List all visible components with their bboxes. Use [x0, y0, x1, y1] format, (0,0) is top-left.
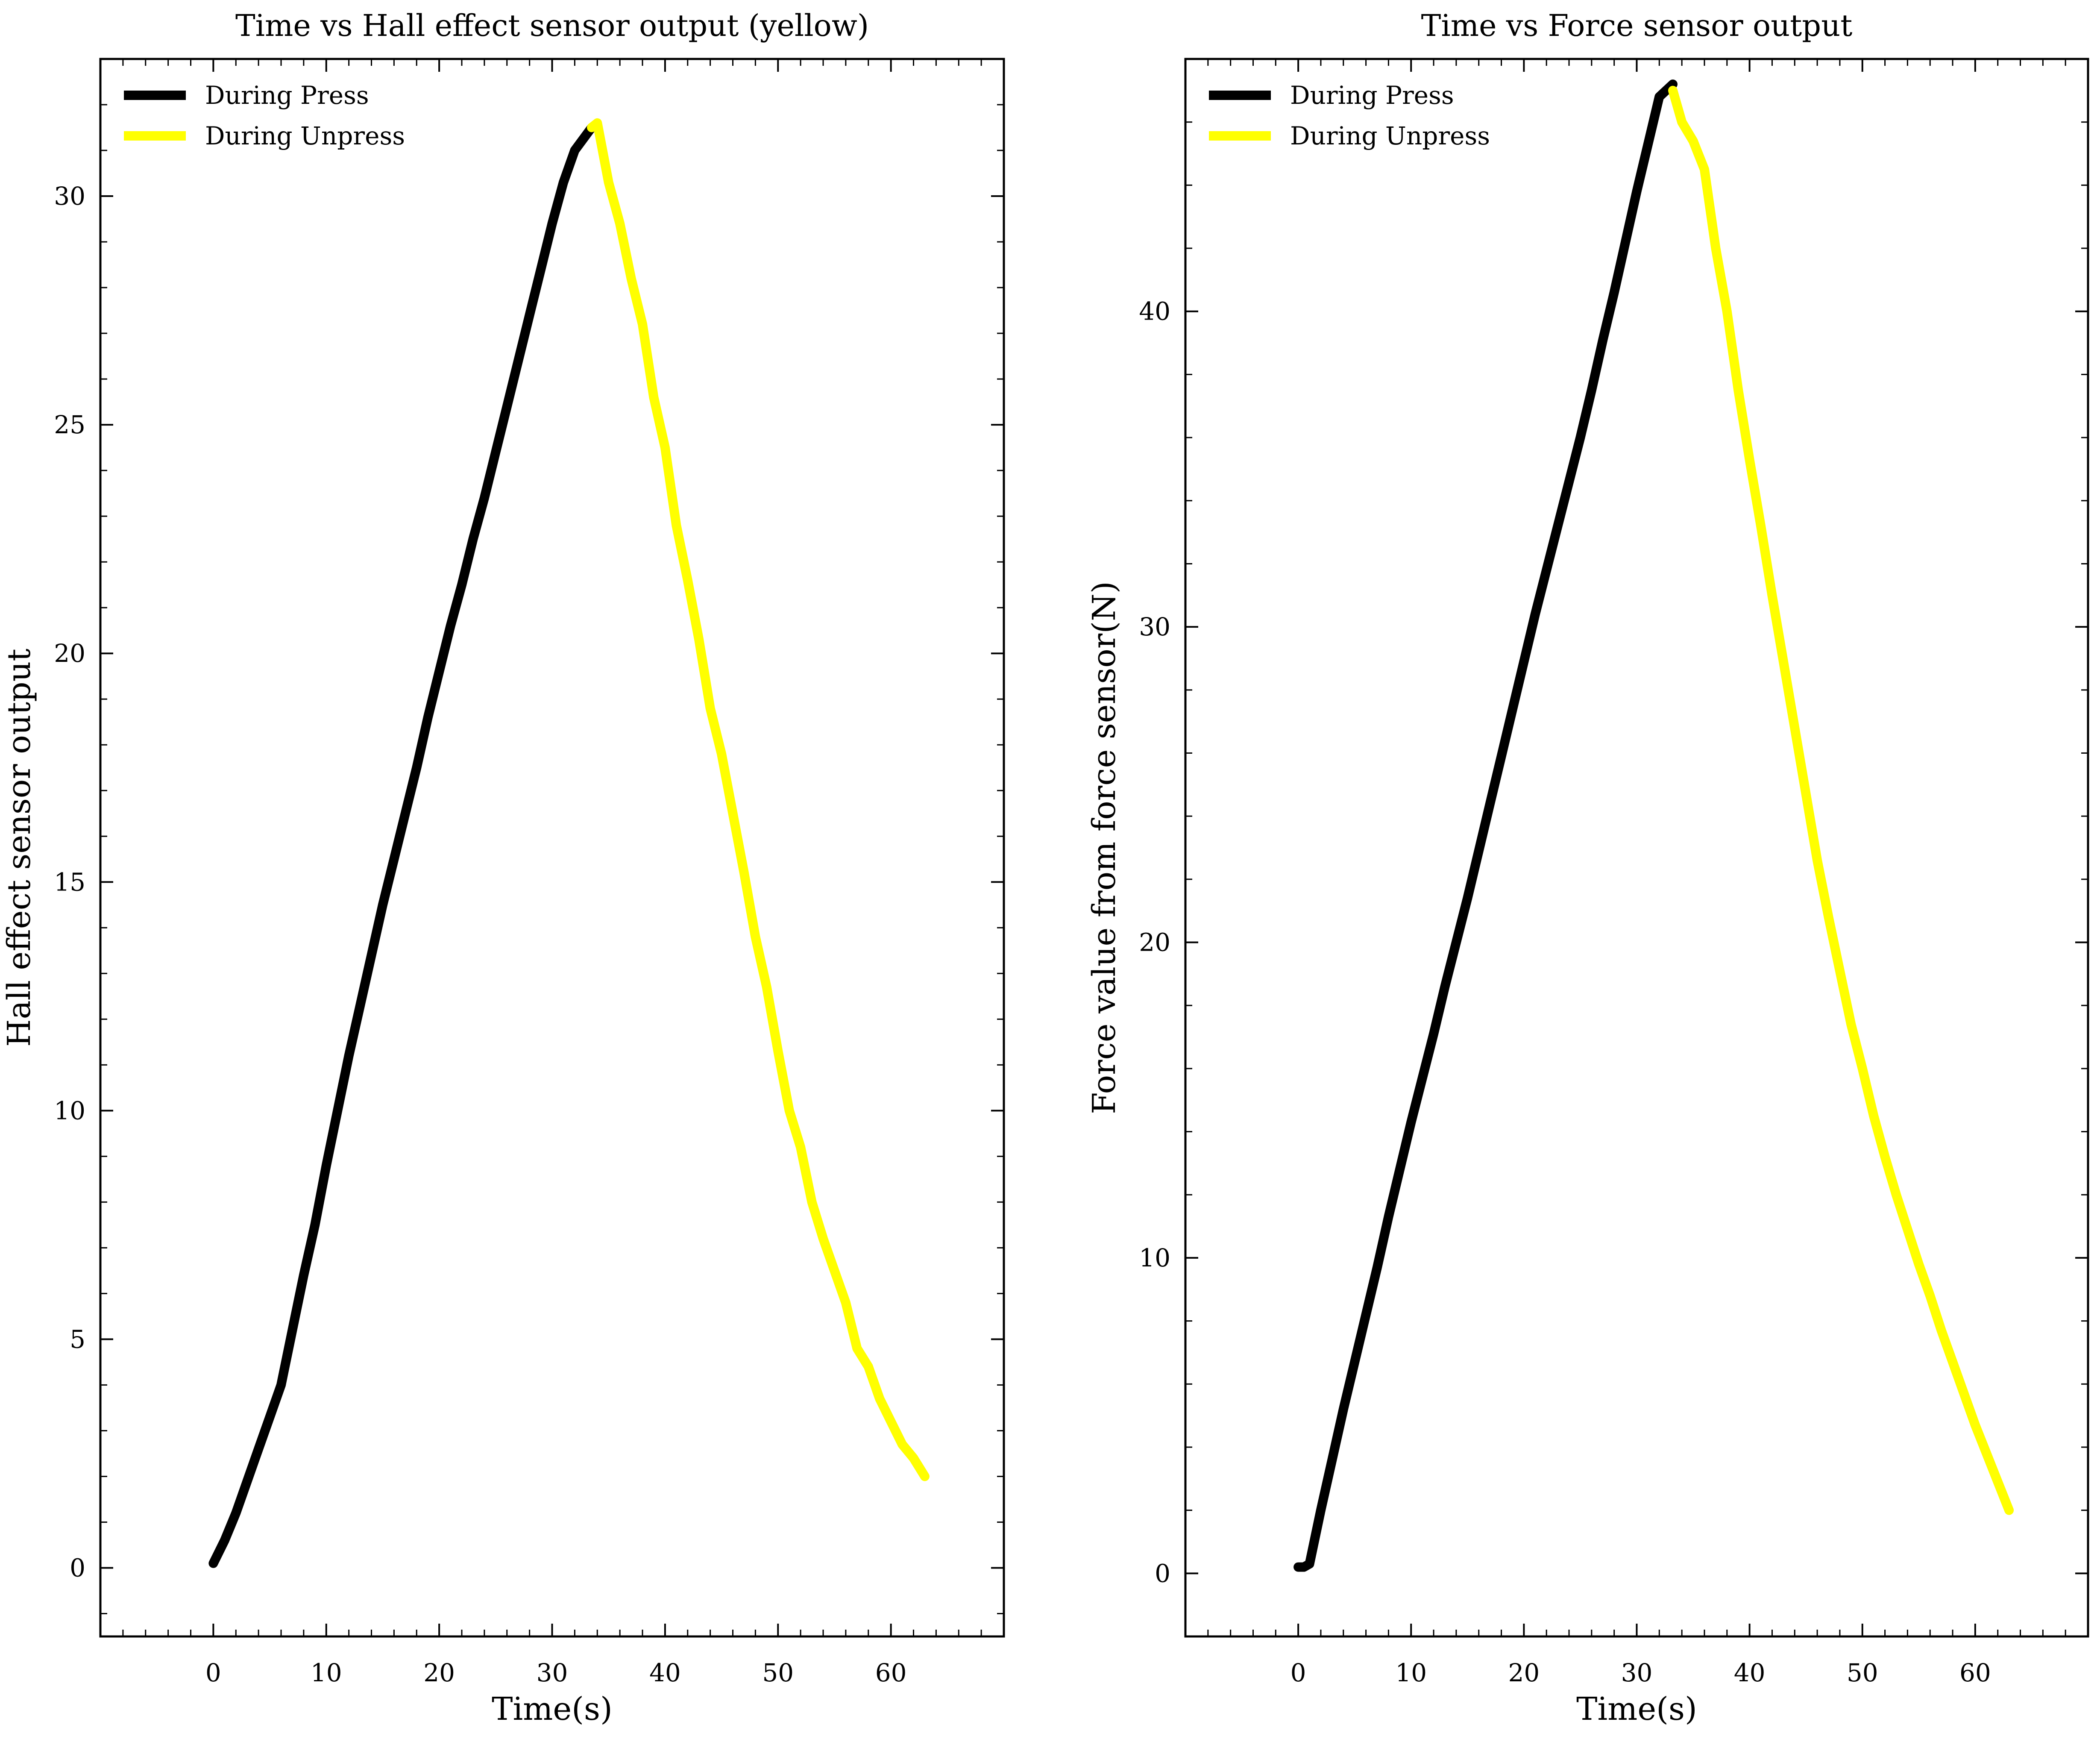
- series-group: [208, 118, 930, 1568]
- x-tick-label: 40: [1734, 1658, 1766, 1687]
- legend-label: During Unpress: [1290, 121, 1490, 150]
- y-tick-label: 5: [70, 1325, 85, 1354]
- y-tick-label: 10: [1139, 1243, 1170, 1272]
- series-line-unpress: [587, 118, 930, 1481]
- legend-label: During Press: [1290, 81, 1454, 110]
- y-tick-label: 30: [1139, 612, 1170, 641]
- series-line-press: [208, 123, 596, 1568]
- y-tick-label: 20: [54, 639, 85, 668]
- x-axis-label: Time(s): [1576, 1691, 1697, 1727]
- x-tick-label: 30: [537, 1658, 568, 1687]
- x-tick-label: 10: [1395, 1658, 1427, 1687]
- y-tick-label: 30: [54, 182, 85, 211]
- axes-frame: [1184, 58, 2089, 1638]
- series-line-press: [1293, 79, 1678, 1572]
- x-tick-label: 60: [875, 1658, 907, 1687]
- series-group: [1293, 79, 2014, 1572]
- chart-2: Time vs Force sensor output 0 10 20 30 40 50 60…: [1086, 8, 2089, 1727]
- chart-title: Time vs Force sensor output: [1421, 8, 1853, 43]
- axes-frame: [99, 58, 1005, 1638]
- legend: During Press During Unpress: [1209, 81, 1490, 150]
- x-tick-label: 0: [205, 1658, 221, 1687]
- series-line-unpress: [1668, 85, 2014, 1515]
- y-axis-label: Force value from force sensor(N): [1086, 581, 1123, 1114]
- x-axis-label: Time(s): [492, 1691, 613, 1727]
- y-tick-label: 0: [1155, 1559, 1170, 1588]
- y-tick-label: 40: [1139, 297, 1170, 326]
- x-tick-label: 50: [1847, 1658, 1878, 1687]
- x-tick-label: 50: [762, 1658, 794, 1687]
- x-tick-label: 0: [1291, 1658, 1306, 1687]
- y-tick-label: 10: [54, 1096, 85, 1125]
- y-tick-label: 15: [54, 867, 85, 896]
- y-tick-label: 20: [1139, 928, 1170, 957]
- x-tick-label: 20: [1508, 1658, 1540, 1687]
- y-tick-label: 25: [54, 410, 85, 439]
- legend-label: During Unpress: [205, 121, 405, 150]
- x-tick-label: 10: [311, 1658, 342, 1687]
- x-tick-label: 40: [649, 1658, 681, 1687]
- chart-title: Time vs Hall effect sensor output (yello…: [235, 8, 869, 43]
- y-tick-label: 0: [70, 1553, 85, 1582]
- x-tick-label: 60: [1959, 1658, 1991, 1687]
- legend: During Press During Unpress: [124, 81, 405, 150]
- chart-1: Time vs Hall effect sensor output (yello…: [1, 8, 1005, 1727]
- legend-label: During Press: [205, 81, 369, 110]
- x-tick-label: 30: [1621, 1658, 1653, 1687]
- y-axis-label: Hall effect sensor output: [1, 649, 38, 1047]
- x-tick-label: 20: [423, 1658, 455, 1687]
